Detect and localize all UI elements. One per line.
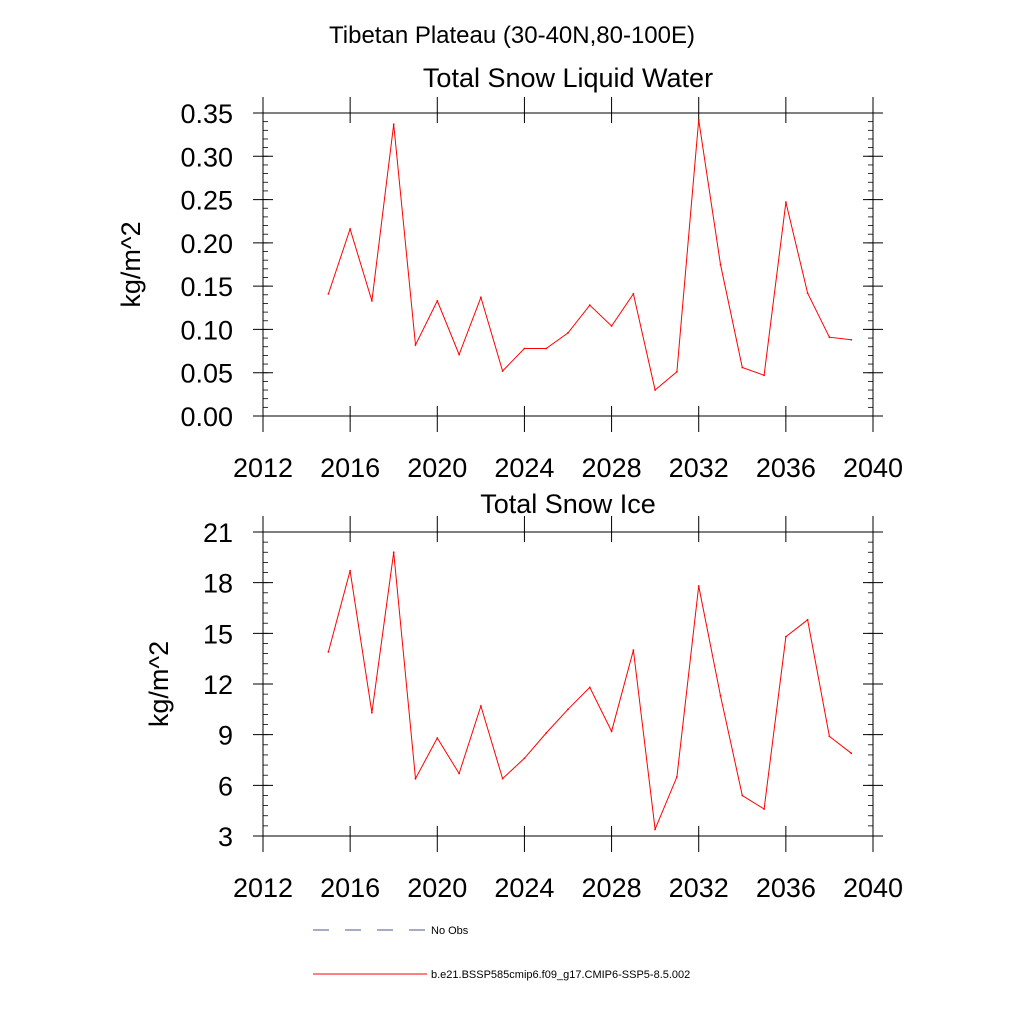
series-line <box>327 119 852 391</box>
data-point <box>828 735 831 738</box>
data-point <box>349 228 351 230</box>
data-point <box>719 694 722 697</box>
data-point <box>763 374 765 377</box>
data-point <box>654 828 656 831</box>
data-point <box>392 123 395 126</box>
y-tick-label: 9 <box>218 721 233 751</box>
x-tick-label: 2040 <box>843 453 903 483</box>
data-point <box>676 370 678 373</box>
data-point <box>392 551 395 554</box>
data-point <box>828 336 831 339</box>
data-point <box>414 777 417 780</box>
data-point <box>741 366 744 369</box>
y-tick-label: 0.00 <box>180 402 233 432</box>
plot-frame <box>262 531 874 837</box>
data-point <box>654 389 656 391</box>
data-point <box>545 347 548 350</box>
data-point <box>327 293 330 295</box>
x-tick-label: 2024 <box>494 453 554 483</box>
data-point <box>480 705 482 707</box>
data-point <box>371 300 373 302</box>
data-point <box>436 737 439 739</box>
figure-title: Tibetan Plateau (30-40N,80-100E) <box>329 22 695 49</box>
y-axis-label: kg/m^2 <box>116 221 146 307</box>
y-tick-label: 0.30 <box>180 142 233 172</box>
x-tick-label: 2020 <box>407 873 467 903</box>
data-point <box>697 585 700 587</box>
data-point <box>545 732 548 734</box>
x-tick-label: 2028 <box>582 873 642 903</box>
data-point <box>588 686 591 689</box>
x-tick-label: 2020 <box>407 453 467 483</box>
data-point <box>567 708 569 711</box>
panel-snow-ice: Total Snow Ice 3 6 9 12 15 18 21 2012 2016 2020 202… <box>144 489 903 903</box>
panel-snow-liquid-water: Total Snow Liquid Water 0.00 0.05 0.10 0.15 0… <box>116 63 903 483</box>
data-point <box>523 347 526 350</box>
x-tick-label: 2024 <box>494 873 554 903</box>
x-tick-label: 2032 <box>669 453 729 483</box>
x-tick-label: 2036 <box>756 873 816 903</box>
x-tick-label: 2036 <box>756 453 816 483</box>
y-tick-label: 0.15 <box>180 272 233 302</box>
data-point <box>501 777 504 780</box>
data-point <box>785 201 787 204</box>
legend-label: No Obs <box>431 925 469 937</box>
x-tick-label: 2012 <box>233 453 293 483</box>
data-point <box>719 263 722 266</box>
data-point <box>458 772 460 775</box>
data-point <box>327 651 330 653</box>
data-point <box>850 338 853 341</box>
y-tick-label: 0.25 <box>180 186 233 216</box>
data-point <box>414 344 417 346</box>
data-point <box>610 325 613 327</box>
legend-label: b.e21.BSSP585cmip6.f09_g17.CMIP6-SSP5-8.… <box>431 969 690 981</box>
y-tick-label: 3 <box>218 822 233 852</box>
x-tick-label: 2016 <box>320 873 380 903</box>
x-tick-label: 2016 <box>320 453 380 483</box>
x-tick-label: 2040 <box>843 873 903 903</box>
x-tick-label: 2028 <box>582 453 642 483</box>
data-point <box>785 635 787 638</box>
data-point <box>523 757 526 760</box>
y-tick-label: 0.20 <box>180 229 233 259</box>
data-point <box>567 332 569 334</box>
series-line <box>327 552 852 832</box>
y-tick-label: 12 <box>203 670 233 700</box>
data-point <box>676 776 678 778</box>
data-point <box>632 293 635 295</box>
legend: No Obs b.e21.BSSP585cmip6.f09_g17.CMIP6-S… <box>313 925 690 981</box>
data-point <box>850 752 853 755</box>
y-tick-label: 18 <box>203 569 233 599</box>
x-tick-label: 2032 <box>669 873 729 903</box>
y-axis-label: kg/m^2 <box>144 641 174 727</box>
panel-title: Total Snow Ice <box>480 489 656 519</box>
data-point <box>480 296 482 299</box>
data-point <box>371 711 373 714</box>
y-tick-label: 0.10 <box>180 315 233 345</box>
y-tick-label: 0.05 <box>180 359 233 389</box>
data-point <box>763 808 765 810</box>
data-point <box>806 618 809 621</box>
y-tick-label: 6 <box>218 771 233 801</box>
panel-title: Total Snow Liquid Water <box>423 63 713 93</box>
data-point <box>436 300 439 302</box>
plot-frame <box>262 112 874 417</box>
data-point <box>588 304 591 307</box>
y-tick-label: 15 <box>203 619 233 649</box>
data-point <box>697 119 700 121</box>
y-tick-label: 21 <box>203 518 233 548</box>
data-point <box>349 569 351 572</box>
data-point <box>610 730 613 733</box>
data-point <box>632 649 635 652</box>
data-point <box>501 370 504 372</box>
data-point <box>741 794 744 797</box>
data-point <box>458 353 460 356</box>
x-tick-label: 2012 <box>233 873 293 903</box>
data-point <box>806 292 809 294</box>
y-tick-label: 0.35 <box>180 99 233 129</box>
